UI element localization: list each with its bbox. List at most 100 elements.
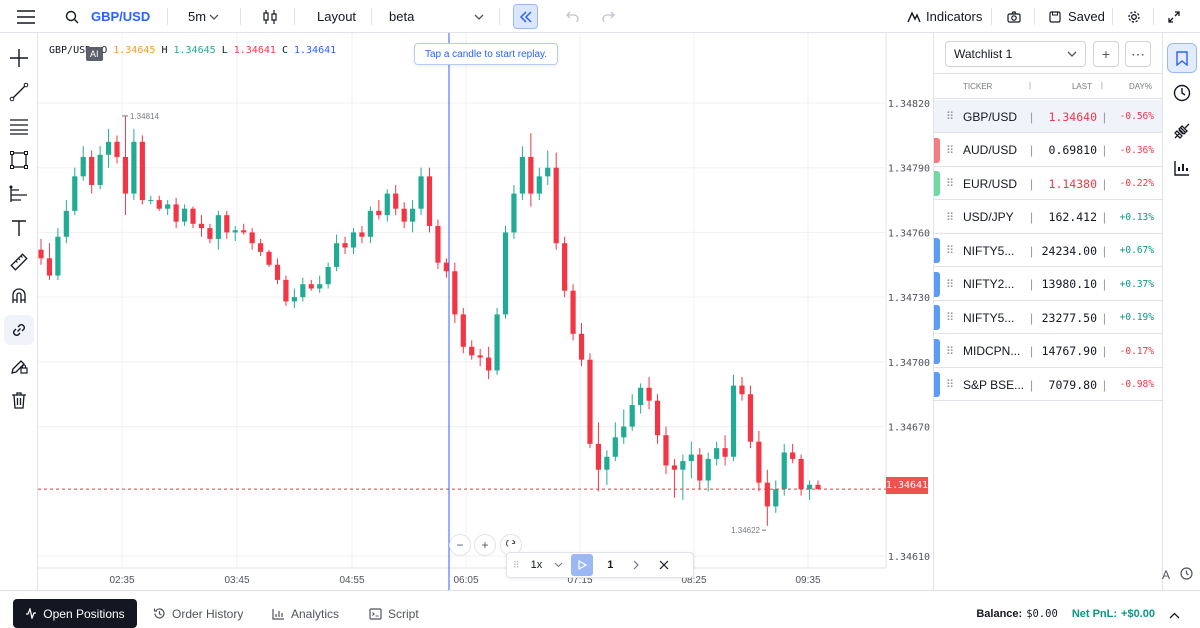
candle-body [587, 359, 593, 444]
day-change: -0.36% [1119, 144, 1154, 156]
candle-body [257, 243, 264, 252]
link-tool[interactable] [4, 315, 34, 345]
layout-button[interactable]: Layout [317, 9, 357, 24]
watchlist-row[interactable]: ⠿ NIFTY5... | 24234.00 | +0.67% [934, 234, 1163, 267]
ticker: NIFTY5... [963, 243, 1015, 258]
screenshot-button[interactable] [1007, 0, 1021, 33]
tab-open-positions[interactable]: Open Positions [13, 599, 137, 628]
symbol-search[interactable]: GBP/USD [65, 0, 150, 33]
chart-type-button[interactable] [263, 0, 277, 33]
color-flag[interactable] [934, 305, 940, 330]
color-flag[interactable] [934, 238, 940, 263]
ruler-tool[interactable] [4, 247, 34, 277]
color-flag[interactable] [934, 271, 940, 297]
drag-handle-icon[interactable]: ⠿ [946, 379, 955, 391]
fib-tool[interactable] [4, 111, 34, 141]
crosshair-tool[interactable] [4, 43, 34, 73]
data-window-tab[interactable] [1167, 153, 1197, 183]
redo-button[interactable] [602, 0, 615, 33]
connect-tab[interactable] [1167, 116, 1197, 146]
price-chart[interactable]: 1.34820 1.34790 1.34760 1.34730 1.34700 1.346… [38, 33, 933, 590]
drag-handle-icon[interactable]: ⠿ [946, 278, 955, 291]
y-tick-label: 1.34700 [888, 358, 930, 369]
drag-handle-icon[interactable]: ⠿ [946, 345, 955, 358]
color-flag[interactable] [934, 171, 940, 196]
replay-speed[interactable]: 1x [530, 559, 543, 571]
color-flag[interactable] [934, 137, 940, 163]
menu-icon[interactable] [17, 0, 35, 33]
watchlist-tab[interactable] [1167, 43, 1197, 73]
watchlist-more-button[interactable]: ⋯ [1125, 41, 1151, 67]
drag-handle-icon[interactable]: ⠿ [513, 559, 520, 570]
candle-body [671, 465, 678, 470]
candle-body [241, 230, 247, 233]
play-button[interactable] [571, 554, 594, 576]
watchlist-row[interactable]: ⠿ NIFTY5... | 23277.50 | +0.19% [934, 301, 1163, 334]
replay-button[interactable] [513, 4, 538, 29]
watchlist-row[interactable]: ⠿ GBP/USD | 1.34640 | -0.56% [934, 100, 1163, 133]
right-sidebar [1162, 33, 1200, 590]
color-flag[interactable] [934, 338, 940, 364]
undo-button[interactable] [566, 0, 579, 33]
long-position-icon [9, 185, 27, 202]
candle-body [519, 156, 526, 194]
col-last[interactable]: LAST [1071, 82, 1092, 91]
step-forward-icon[interactable] [633, 560, 640, 570]
collapse-panel-button[interactable] [1169, 608, 1180, 622]
zoom-in-button[interactable]: + [474, 534, 496, 556]
watchlist-row[interactable]: ⠿ NIFTY2... | 13980.10 | +0.37% [934, 268, 1163, 301]
rectangle-tool[interactable] [4, 145, 34, 175]
chart-area[interactable]: 1.34820 1.34790 1.34760 1.34730 1.34700 1.346… [38, 33, 933, 590]
chevron-down-icon[interactable] [554, 562, 563, 568]
layout-name-dropdown[interactable]: beta [389, 0, 484, 33]
watchlist-row[interactable]: ⠿ AUD/USD | 0.69810 | -0.36% [934, 134, 1163, 167]
add-symbol-button[interactable]: + [1093, 41, 1119, 67]
replay-step[interactable]: 1 [607, 559, 614, 571]
watchlist-row[interactable]: ⠿ MIDCPN... | 14767.90 | -0.17% [934, 335, 1163, 368]
magnet-tool[interactable] [4, 281, 34, 311]
tab-order-history[interactable]: Order History [153, 599, 243, 628]
fullscreen-button[interactable] [1168, 0, 1180, 33]
candle-body [739, 385, 745, 395]
timezone-button[interactable] [1180, 567, 1193, 585]
drag-handle-icon[interactable]: ⠿ [946, 178, 955, 190]
position-tool[interactable] [4, 179, 34, 209]
x-tick-label: 03:45 [224, 575, 249, 586]
watchlist-row[interactable]: ⠿ USD/JPY | 162.412 | +0.13% [934, 201, 1163, 234]
trendline-tool[interactable] [4, 77, 34, 107]
color-flag[interactable] [934, 372, 940, 397]
settings-button[interactable] [1127, 0, 1141, 33]
tab-script[interactable]: Script [369, 599, 419, 628]
drawing-toolbar [0, 33, 38, 590]
lock-drawings-tool[interactable] [4, 351, 34, 381]
col-day[interactable]: DAY% [1129, 82, 1152, 91]
candle-body [80, 156, 86, 177]
watchlist-row[interactable]: ⠿ EUR/USD | 1.14380 | -0.22% [934, 167, 1163, 200]
drag-handle-icon[interactable]: ⠿ [946, 245, 955, 257]
alerts-tab[interactable] [1167, 78, 1197, 108]
expand-icon [1168, 10, 1180, 23]
pnl-value: +$0.00 [1121, 607, 1155, 620]
indicators-button[interactable]: Indicators [907, 0, 982, 33]
close-icon[interactable] [659, 560, 669, 570]
watchlist-selector[interactable]: Watchlist 1 [945, 41, 1086, 67]
ai-badge[interactable]: AI [86, 47, 103, 61]
bottom-panel: Open Positions Order History Analytics S… [0, 590, 1200, 628]
delete-drawings-tool[interactable] [4, 385, 34, 415]
drag-handle-icon[interactable]: ⠿ [946, 144, 955, 157]
legend-h-label: H [161, 45, 168, 56]
drag-handle-icon[interactable]: ⠿ [946, 111, 955, 123]
tab-analytics[interactable]: Analytics [272, 599, 339, 628]
save-button[interactable]: Saved [1049, 0, 1105, 33]
interval-dropdown[interactable]: 5m [188, 0, 219, 33]
zoom-out-button[interactable]: − [449, 534, 471, 556]
auto-scale-button[interactable]: A [1162, 568, 1171, 582]
drag-handle-icon[interactable]: ⠿ [946, 211, 955, 224]
drag-handle-icon[interactable]: ⠿ [946, 312, 955, 324]
candle-body [460, 314, 466, 347]
clock-icon [1180, 567, 1193, 580]
text-tool[interactable] [4, 213, 34, 243]
rectangle-icon [10, 151, 28, 169]
col-ticker[interactable]: TICKER [963, 82, 993, 91]
watchlist-row[interactable]: ⠿ S&P BSE... | 7079.80 | -0.98% [934, 368, 1163, 401]
